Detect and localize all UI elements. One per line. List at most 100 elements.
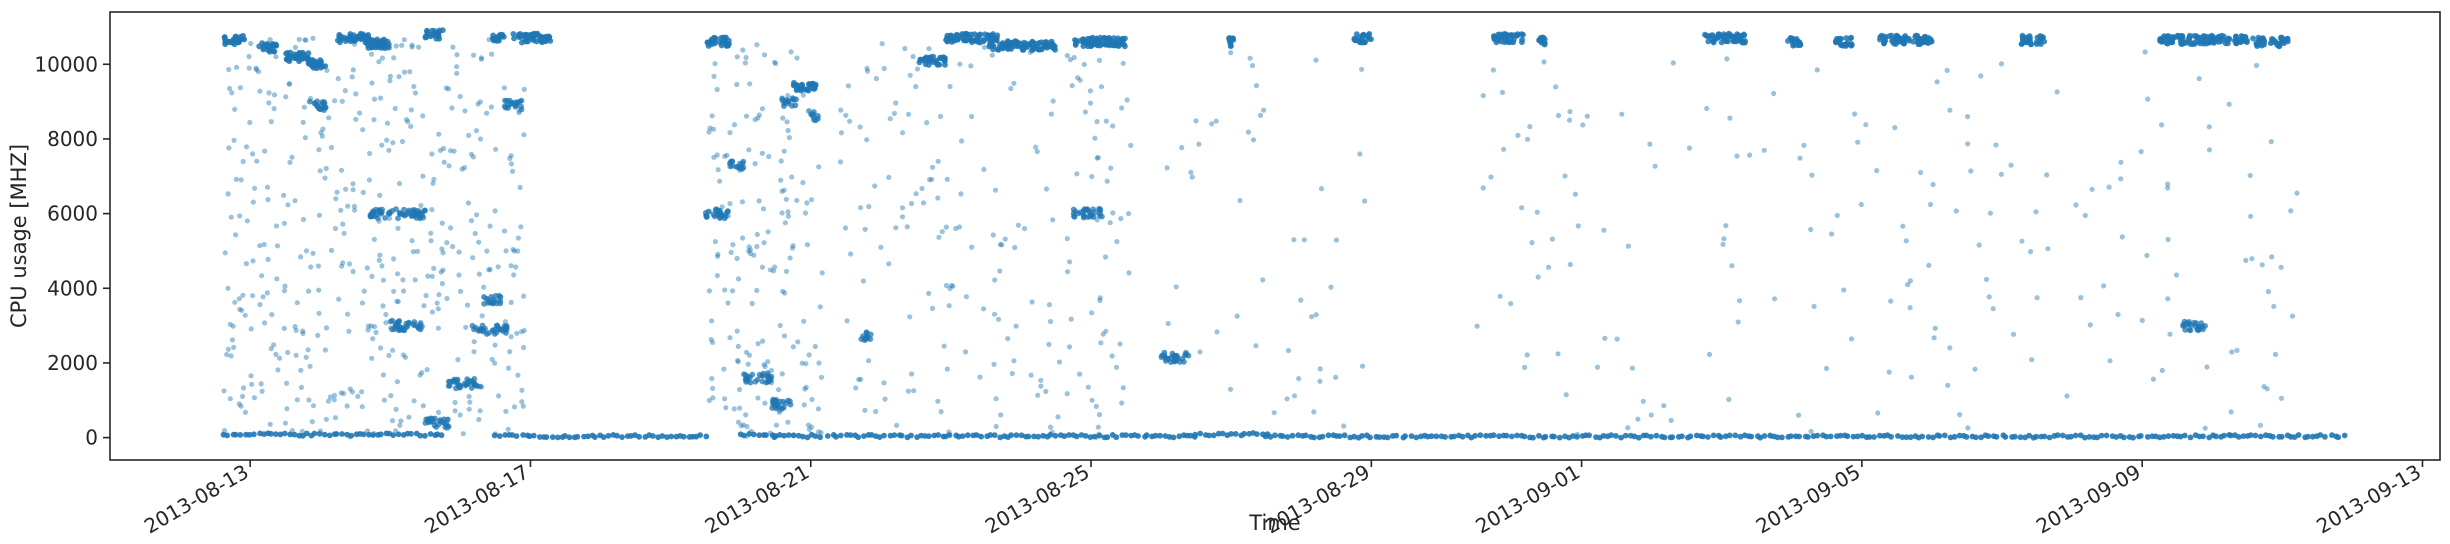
- data-point: [1575, 223, 1581, 229]
- data-point: [1098, 84, 1105, 90]
- data-point: [257, 243, 263, 249]
- data-point: [746, 244, 752, 250]
- data-point: [242, 312, 248, 318]
- data-point: [785, 432, 792, 438]
- data-point: [1249, 63, 1256, 69]
- data-point: [991, 432, 998, 438]
- data-point: [365, 327, 371, 333]
- data-point: [2317, 432, 2324, 438]
- data-point: [1973, 434, 1979, 441]
- data-point: [281, 430, 288, 437]
- data-point: [730, 242, 736, 248]
- data-point: [790, 344, 796, 350]
- data-point: [377, 252, 383, 258]
- data-point: [2086, 434, 2093, 440]
- data-point: [1070, 206, 1077, 213]
- data-point: [489, 51, 495, 57]
- data-point: [225, 346, 231, 352]
- data-point: [1998, 171, 2004, 177]
- data-point: [1052, 46, 1058, 53]
- data-point: [502, 319, 508, 325]
- data-point: [735, 357, 741, 364]
- data-point: [1957, 412, 1963, 418]
- data-point: [735, 359, 741, 365]
- data-point: [1894, 38, 1901, 45]
- data-point: [1250, 137, 1257, 143]
- data-point: [929, 176, 935, 182]
- data-point: [399, 42, 405, 48]
- data-point: [231, 344, 237, 350]
- data-point: [2222, 40, 2229, 47]
- data-point: [294, 300, 300, 306]
- data-point: [282, 420, 288, 426]
- data-point: [2107, 358, 2113, 364]
- data-point: [1714, 34, 1720, 41]
- data-point: [2165, 181, 2171, 187]
- data-point: [1066, 432, 1072, 438]
- data-point: [916, 59, 923, 66]
- data-point: [1814, 432, 1821, 439]
- data-point: [842, 225, 849, 231]
- data-point: [800, 433, 806, 440]
- data-point: [316, 212, 322, 218]
- data-point: [1106, 42, 1113, 49]
- data-point: [450, 44, 456, 50]
- data-point: [1261, 107, 1267, 113]
- data-point: [2078, 295, 2084, 301]
- data-point: [2173, 272, 2180, 278]
- data-point: [446, 163, 452, 169]
- data-point: [434, 300, 440, 306]
- data-point: [518, 224, 524, 230]
- data-point: [508, 299, 514, 305]
- data-point: [1827, 433, 1834, 440]
- data-point: [1586, 432, 1592, 439]
- data-point: [785, 127, 791, 134]
- data-point: [518, 39, 525, 46]
- data-point: [2059, 432, 2066, 439]
- data-point: [2029, 357, 2035, 363]
- data-point: [886, 261, 892, 267]
- data-point: [1541, 59, 1547, 65]
- data-point: [250, 151, 256, 157]
- data-point: [721, 366, 727, 372]
- data-point: [1734, 36, 1741, 43]
- data-point: [1669, 434, 1676, 440]
- data-point: [549, 434, 556, 440]
- data-point: [703, 212, 709, 219]
- data-point: [879, 41, 885, 47]
- data-point: [273, 54, 279, 60]
- data-point: [873, 75, 880, 82]
- data-point: [2215, 38, 2222, 45]
- data-point: [471, 339, 477, 345]
- data-point: [1709, 36, 1715, 43]
- data-point: [847, 118, 853, 124]
- data-point: [513, 264, 519, 270]
- data-point: [233, 232, 239, 238]
- data-point: [1858, 201, 1864, 208]
- data-point: [816, 429, 822, 435]
- data-point: [237, 432, 244, 438]
- data-point: [508, 153, 514, 159]
- data-point: [314, 98, 320, 105]
- data-point: [1963, 434, 1970, 440]
- data-point: [1048, 111, 1054, 117]
- data-point: [1542, 433, 1549, 440]
- data-point: [881, 432, 887, 439]
- data-point: [386, 209, 393, 216]
- data-point: [1284, 434, 1291, 440]
- data-point: [742, 60, 749, 66]
- data-point: [770, 268, 777, 274]
- data-point: [2236, 37, 2243, 44]
- data-point: [818, 430, 824, 436]
- data-point: [392, 105, 398, 112]
- data-point: [268, 430, 274, 437]
- data-point: [953, 225, 959, 232]
- data-point: [723, 41, 729, 48]
- data-point: [316, 430, 323, 437]
- data-point: [1179, 145, 1185, 151]
- data-point: [763, 432, 769, 438]
- data-point: [251, 395, 257, 401]
- data-point: [409, 238, 415, 244]
- data-point: [227, 39, 234, 46]
- data-point: [1095, 42, 1101, 48]
